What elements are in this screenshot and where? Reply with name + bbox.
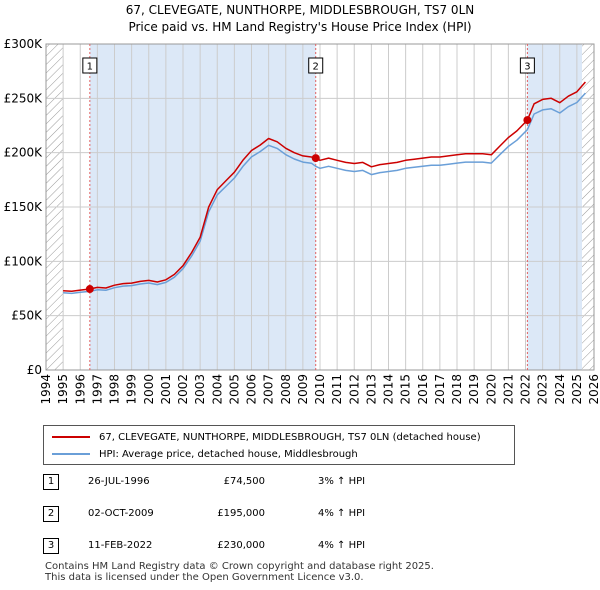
transaction-number: 3 [43,538,59,554]
x-tick-label: 2022 [519,374,533,405]
transaction-hpi-diff: 4% ↑ HPI [318,540,366,551]
x-tick-label: 2013 [364,374,378,405]
sale-number-label: 3 [524,62,530,73]
transaction-number: 2 [43,506,59,522]
x-tick-label: 2024 [553,374,567,405]
transaction-row: 1 26-JUL-1996 £74,500 3% ↑ HPI [43,474,443,492]
legend-swatch-property [52,436,90,438]
x-tick-label: 1995 [56,374,70,405]
transaction-price: £230,000 [217,540,265,551]
sale-number-label: 2 [313,62,319,73]
transaction-date: 11-FEB-2022 [88,540,153,551]
chart-legend: 67, CLEVEGATE, NUNTHORPE, MIDDLESBROUGH,… [43,425,515,465]
x-tick-label: 1998 [108,374,122,405]
transaction-row: 2 02-OCT-2009 £195,000 4% ↑ HPI [43,506,443,524]
footer-licence: This data is licensed under the Open Gov… [45,572,364,583]
x-tick-label: 2011 [330,374,344,405]
x-tick-label: 2025 [570,374,584,405]
y-tick-label: £0 [27,363,42,377]
legend-item-property: 67, CLEVEGATE, NUNTHORPE, MIDDLESBROUGH,… [52,429,481,445]
transaction-row: 3 11-FEB-2022 £230,000 4% ↑ HPI [43,538,443,556]
y-tick-label: £150K [4,200,44,214]
sale-number-label: 1 [87,62,93,73]
x-tick-label: 2005 [227,374,241,405]
x-tick-label: 2016 [416,374,430,405]
x-tick-label: 2015 [399,374,413,405]
x-tick-label: 1997 [90,374,104,405]
legend-label-property: 67, CLEVEGATE, NUNTHORPE, MIDDLESBROUGH,… [99,431,481,443]
y-tick-label: £300K [4,37,44,51]
x-tick-label: 2010 [313,374,327,405]
sale-point [85,285,94,294]
transaction-date: 26-JUL-1996 [88,476,150,487]
series-line-property [63,81,586,292]
x-tick-label: 2009 [296,374,310,405]
x-tick-label: 2018 [450,374,464,405]
x-tick-label: 1994 [39,374,53,405]
plot-border [45,43,595,371]
y-tick-label: £100K [4,254,44,268]
y-tick-label: £50K [11,309,43,323]
x-tick-label: 2002 [176,374,190,405]
series-line-hpi [63,92,586,295]
x-tick-label: 2020 [484,374,498,405]
footer-copyright: Contains HM Land Registry data © Crown c… [45,561,434,572]
x-tick-label: 2023 [536,374,550,405]
sale-point [311,154,320,163]
y-tick-label: £250K [4,91,44,105]
x-tick-label: 2012 [347,374,361,405]
transaction-hpi-diff: 4% ↑ HPI [318,508,366,519]
transaction-number: 1 [43,474,59,490]
x-tick-label: 2017 [433,374,447,405]
x-tick-label: 2008 [279,374,293,405]
x-tick-label: 2014 [382,374,396,405]
x-tick-label: 2026 [587,374,600,405]
x-tick-label: 2003 [193,374,207,405]
transaction-date: 02-OCT-2009 [88,508,154,519]
sale-number-box [82,57,98,74]
x-tick-label: 2019 [467,374,481,405]
chart-title-line1: 67, CLEVEGATE, NUNTHORPE, MIDDLESBROUGH,… [125,3,475,17]
y-tick-label: £200K [4,146,44,160]
legend-label-hpi: HPI: Average price, detached house, Midd… [99,448,358,460]
legend-swatch-hpi [52,453,90,455]
x-tick-label: 2007 [262,374,276,405]
transaction-hpi-diff: 3% ↑ HPI [318,476,366,487]
x-tick-label: 2021 [501,374,515,405]
x-tick-label: 2000 [142,374,156,405]
transaction-price: £195,000 [217,508,265,519]
legend-item-hpi: HPI: Average price, detached house, Midd… [52,446,358,462]
sale-number-box [308,57,324,74]
x-tick-label: 2006 [245,374,259,405]
footer: Contains HM Land Registry data © Crown c… [45,561,434,583]
x-tick-label: 2001 [159,374,173,405]
sale-point [523,116,532,125]
sale-number-box [519,57,535,74]
chart-title-line2: Price paid vs. HM Land Registry's House … [128,20,472,34]
x-tick-label: 1999 [125,374,139,405]
x-tick-label: 2004 [210,374,224,405]
transaction-price: £74,500 [223,476,265,487]
x-tick-label: 1996 [73,374,87,405]
